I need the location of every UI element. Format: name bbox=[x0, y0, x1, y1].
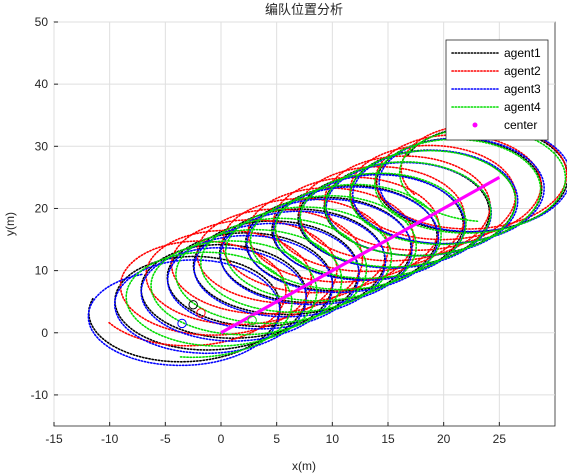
x-tick-label: 10 bbox=[326, 432, 340, 446]
legend-label-agent2: agent2 bbox=[504, 64, 541, 78]
series-center-line bbox=[220, 175, 501, 335]
x-tick-label: 25 bbox=[493, 432, 507, 446]
y-tick-label: 10 bbox=[35, 264, 49, 278]
legend-label-agent3: agent3 bbox=[504, 82, 541, 96]
start-marker-agent2 bbox=[196, 308, 206, 318]
trajectories bbox=[87, 123, 567, 367]
series-center bbox=[220, 175, 501, 335]
y-tick-label: 0 bbox=[41, 326, 48, 340]
legend-label-agent4: agent4 bbox=[504, 100, 541, 114]
legend: agent1 agent2 agent3 agent4 center bbox=[445, 39, 549, 141]
series-agent4 bbox=[125, 127, 567, 359]
series-agent4-path bbox=[125, 127, 567, 359]
x-axis-label: x(m) bbox=[292, 459, 316, 473]
legend-swatch-center bbox=[472, 122, 478, 128]
series-agent2-path bbox=[108, 123, 567, 347]
y-tick-label: 40 bbox=[35, 77, 49, 91]
y-axis-label: y(m) bbox=[3, 212, 17, 236]
axes: -15 -10 -5 0 5 10 15 20 25 -10 0 10 20 30 40 50 bbox=[31, 15, 507, 446]
x-tick-label: 5 bbox=[273, 432, 280, 446]
x-tick-label: 0 bbox=[218, 432, 225, 446]
start-marker-agent3 bbox=[177, 318, 187, 329]
x-tick-label: 20 bbox=[437, 432, 451, 446]
y-tick-label: 20 bbox=[35, 201, 49, 215]
series-agent2 bbox=[108, 123, 567, 347]
y-tick-label: 50 bbox=[35, 15, 49, 29]
x-tick-label: -5 bbox=[160, 432, 171, 446]
start-marker-agent4 bbox=[247, 315, 257, 326]
legend-label-center: center bbox=[504, 118, 537, 132]
y-tick-label: 30 bbox=[35, 139, 49, 153]
legend-box bbox=[445, 39, 549, 141]
start-marker-agent1 bbox=[188, 300, 198, 310]
y-tick-label: -10 bbox=[31, 388, 49, 402]
x-tick-label: 15 bbox=[381, 432, 395, 446]
x-tick-label: -15 bbox=[45, 432, 63, 446]
legend-label-agent1: agent1 bbox=[504, 46, 541, 60]
x-tick-label: -10 bbox=[101, 432, 119, 446]
chart-title: 编队位置分析 bbox=[265, 2, 343, 17]
